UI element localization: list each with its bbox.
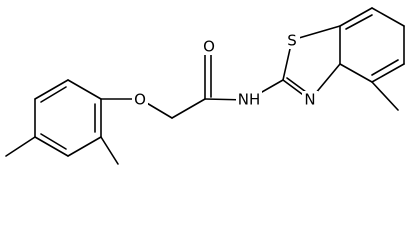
- carbonyl-oxygen: O: [203, 38, 215, 56]
- amide-nitrogen: NH: [238, 91, 261, 109]
- sulfur: S: [287, 32, 297, 50]
- ether-oxygen: O: [134, 91, 146, 109]
- molecule: O O NH N S: [5, 7, 405, 165]
- ring-nitrogen: N: [304, 91, 315, 109]
- bonds: [5, 7, 405, 165]
- atom-labels: O O NH N S: [132, 32, 318, 109]
